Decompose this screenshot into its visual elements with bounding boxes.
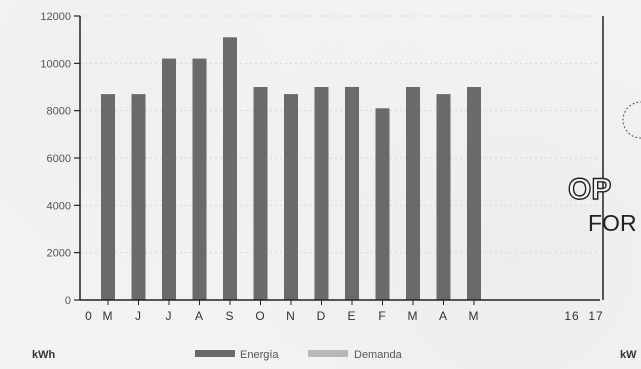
legend-label-energia: Energía: [240, 349, 279, 361]
bar-energia: [101, 94, 115, 300]
y-axis-unit-label: kWh: [32, 349, 56, 361]
y-tick-labels: 0 2000 4000 6000 8000 10000 12000: [40, 11, 71, 307]
y-tick-label: 6000: [47, 153, 71, 165]
x-category-label: E: [347, 309, 356, 323]
bar-energia: [436, 94, 451, 300]
x-category-label: A: [439, 309, 448, 323]
right-panel-subtitle: FOR: [588, 210, 637, 236]
x-end-label-16: 16: [564, 309, 579, 323]
bar-energia: [284, 94, 298, 300]
y-tick-label: 10000: [40, 58, 71, 70]
bar-energia: [406, 87, 420, 300]
x-category-label: J: [135, 309, 142, 323]
x-end-label-17: 17: [588, 309, 603, 323]
x-start-label: 0: [85, 309, 93, 323]
y-tick-label: 4000: [47, 200, 71, 212]
x-category-label: N: [286, 309, 296, 323]
legend-label-demanda: Demanda: [354, 349, 403, 361]
bar-energia: [375, 108, 390, 300]
x-category-label: J: [166, 309, 173, 323]
bar-energia: [131, 94, 146, 300]
x-category-label: F: [378, 309, 386, 323]
grid-lines: [74, 15, 600, 301]
legend-swatch-demanda: [308, 350, 348, 357]
x-category-label: M: [408, 309, 419, 323]
x-category-label: O: [255, 309, 265, 323]
y-tick-label: 0: [65, 295, 71, 307]
y-tick-label: 12000: [40, 11, 71, 23]
bars: [101, 37, 481, 305]
x-category-label: S: [225, 309, 234, 323]
legend: Energía Demanda: [195, 349, 403, 361]
y-tick-label: 8000: [47, 106, 71, 118]
y-tick-label: 2000: [47, 248, 71, 260]
bar-energia: [467, 87, 481, 300]
seal-icon: [622, 101, 641, 139]
right-panel: OP FOR kW: [567, 101, 641, 361]
x-tick-labels: 0 16 17 M J J A S O N D E F M A M: [85, 309, 603, 323]
bar-energia: [345, 87, 359, 300]
x-category-label: M: [469, 309, 480, 323]
bar-energia: [223, 37, 237, 301]
bar-energia: [162, 58, 176, 300]
right-panel-title: OP: [568, 173, 611, 206]
bar-energia: [253, 87, 268, 300]
x-category-label: A: [195, 309, 204, 323]
bar-energia: [314, 87, 329, 300]
x-category-label: M: [103, 309, 114, 323]
axes: [79, 16, 604, 301]
right-panel-unit: kW: [620, 349, 637, 361]
legend-swatch-energia: [195, 350, 235, 357]
x-category-label: D: [317, 309, 327, 323]
bar-energia: [192, 58, 207, 300]
